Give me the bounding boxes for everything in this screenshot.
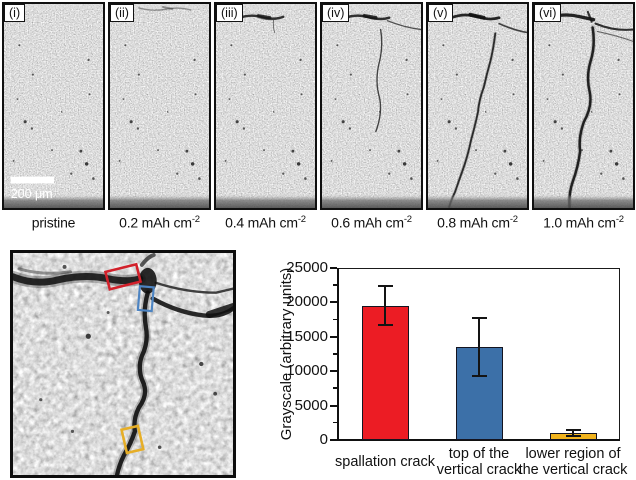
y-axis-line [337, 268, 339, 440]
x-category-label: spallation crack [315, 444, 455, 480]
micrograph-panel-2: (ii) 0.2 mAh cm-2 [108, 2, 211, 231]
panel-caption: 0.4 mAh cm-2 [225, 214, 306, 231]
panel-tag: (i) [4, 4, 26, 22]
error-cap-top [377, 285, 393, 288]
x-category-line: the vertical crack [518, 462, 628, 478]
y-tick-label: 15000 [286, 327, 328, 345]
error-cap-bottom [377, 324, 393, 327]
y-tick [330, 404, 337, 407]
y-tick [330, 335, 337, 338]
crack-marks [138, 5, 192, 11]
panel-caption: 1.0 mAh cm-2 [543, 214, 624, 231]
panel-caption: 0.2 mAh cm-2 [119, 214, 200, 231]
error-cap-bottom [471, 375, 487, 378]
micrograph-image-1p0: (vi) [532, 2, 635, 210]
x-category-label: lower region of the vertical crack [503, 444, 636, 480]
micrograph-texture [216, 4, 315, 208]
micrograph-image-pristine: (i) 200 μm [2, 2, 105, 210]
micrograph-image-0p6: (iv) [320, 2, 423, 210]
micrograph-image-0p2: (ii) [108, 2, 211, 210]
x-axis-line [337, 439, 620, 441]
roi-box-spallation-crack [103, 262, 143, 291]
micrograph-texture [322, 4, 421, 208]
panel-tag: (iii) [216, 4, 243, 22]
error-bar-lower-region-of-the-vertical-crack [572, 430, 574, 436]
error-cap-bottom [565, 434, 581, 437]
y-minor-tick [333, 284, 337, 286]
error-cap-top [565, 429, 581, 432]
crack-marks [447, 12, 527, 208]
y-tick-label: 5000 [294, 396, 328, 414]
panel-tag: (v) [428, 4, 453, 22]
micrograph-texture [110, 4, 209, 208]
scale-bar: 200 μm [10, 176, 54, 201]
x-category-line: lower region of [525, 445, 621, 462]
y-tick-label: 10000 [286, 362, 328, 380]
y-tick-label: 25000 [286, 259, 328, 276]
x-category-line: top of the [448, 445, 510, 462]
error-bar-top-of-the-vertical-crack [478, 317, 480, 377]
micrograph-panel-1: (i) 200 μm pristine [2, 2, 105, 231]
y-minor-tick [333, 421, 337, 424]
y-tick [330, 370, 337, 373]
panel-caption: pristine [31, 214, 76, 231]
micrograph-sequence: (i) 200 μm pristine (ii) [2, 2, 635, 231]
grayscale-bar-chart: Grayscale (arbitrary units) 0 5000 10000 15… [262, 248, 636, 480]
y-tick [330, 267, 337, 269]
micrograph-image-0p4: (iii) [214, 2, 317, 210]
crack-marks [341, 14, 421, 133]
y-tick-label: 0 [319, 431, 328, 448]
inset-micrograph [10, 250, 236, 478]
panel-caption: 0.6 mAh cm-2 [331, 214, 412, 231]
micrograph-panel-4: (iv) 0.6 mAh cm-2 [320, 2, 423, 231]
micrograph-panel-6: (vi) 1.0 mAh cm-2 [532, 2, 635, 231]
y-tick [330, 439, 337, 441]
scale-bar-label: 200 μm [11, 187, 53, 201]
y-minor-tick [333, 318, 337, 321]
panel-tag: (vi) [534, 4, 562, 22]
error-bar-spallation-crack [384, 286, 386, 326]
error-cap-top [471, 316, 487, 319]
y-minor-tick [333, 353, 337, 355]
inset-texture [13, 253, 233, 475]
roi-box-top-vertical-crack [136, 284, 155, 313]
x-category-line: spallation crack [335, 453, 435, 470]
micrograph-panel-3: (iii) 0.4 mAh cm-2 [214, 2, 317, 231]
micrograph-panel-5: (v) 0.8 mAh cm-2 [426, 2, 529, 231]
x-category-label: top of the vertical crack [409, 444, 549, 480]
panel-tag: (ii) [110, 4, 134, 22]
inset-cracks [13, 253, 233, 475]
y-tick-label: 20000 [286, 293, 328, 311]
micrograph-image-0p8: (v) [426, 2, 529, 210]
x-category-line: vertical crack [436, 462, 522, 478]
roi-box-lower-vertical-crack [119, 424, 145, 455]
bar-spallation-crack [361, 305, 409, 440]
inset-pores [39, 264, 218, 450]
panel-tag: (iv) [322, 4, 350, 22]
crack-marks [235, 14, 285, 33]
panel-caption: 0.8 mAh cm-2 [437, 214, 518, 231]
micrograph-texture [428, 4, 527, 208]
micrograph-texture: 200 μm [4, 4, 103, 208]
y-minor-tick [333, 387, 337, 389]
micrograph-texture [534, 4, 633, 208]
y-tick [330, 301, 337, 304]
roi-boxes [103, 262, 155, 455]
